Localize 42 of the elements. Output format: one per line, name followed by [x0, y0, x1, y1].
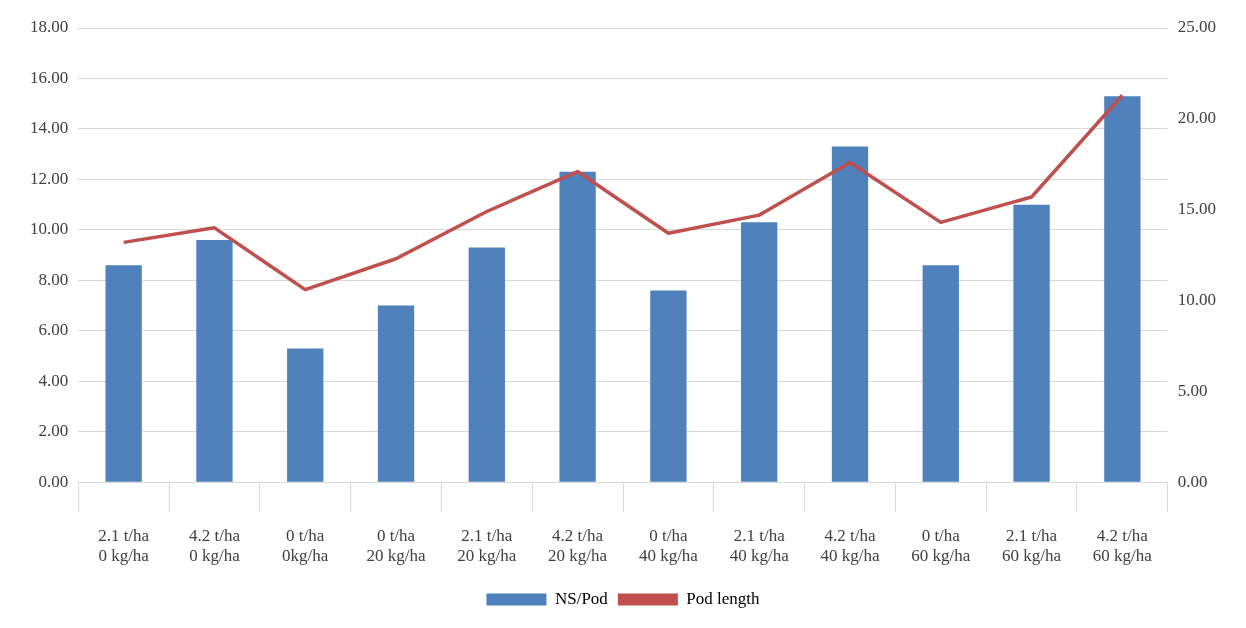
y-tick-label: 12.00: [30, 168, 69, 188]
legend-label: NS/Pod: [554, 588, 609, 608]
y2-tick-label: 0.00: [1177, 471, 1208, 491]
y2-tick-label: 5.00: [1177, 380, 1208, 400]
bar: [105, 265, 142, 482]
y-tick-label: 18.00: [30, 17, 69, 37]
y-tick-label: 4.00: [38, 370, 69, 390]
y-tick-label: 16.00: [30, 67, 69, 87]
y2-tick-label: 10.00: [1177, 289, 1216, 309]
x-tick-label: 4.2 t/ha 0 kg/ha: [188, 525, 241, 566]
x-tick-label: 0 t/ha 0kg/ha: [282, 525, 329, 566]
bar: [468, 247, 505, 482]
x-tick-label: 2.1 t/ha 20 kg/ha: [457, 525, 517, 566]
bar: [922, 265, 959, 482]
bar: [650, 290, 687, 482]
y-tick-label: 10.00: [30, 219, 69, 239]
x-tick-label: 0 t/ha 60 kg/ha: [911, 525, 971, 566]
bar: [741, 222, 778, 482]
x-tick-label: 0 t/ha 40 kg/ha: [638, 525, 699, 566]
y2-tick-label: 25.00: [1177, 17, 1216, 37]
x-tick-label: 0 t/ha 20 kg/ha: [366, 525, 426, 566]
x-tick-label: 4.2 t/ha 60 kg/ha: [1092, 525, 1153, 566]
y-tick-label: 0.00: [38, 471, 69, 491]
bar: [1013, 204, 1050, 482]
x-tick-label: 2.1 t/ha 0 kg/ha: [98, 525, 150, 566]
y2-tick-label: 15.00: [1177, 199, 1216, 219]
x-tick-label: 2.1 t/ha 40 kg/ha: [729, 525, 790, 566]
x-tick-label: 2.1 t/ha 60 kg/ha: [1002, 525, 1062, 566]
y-tick-label: 8.00: [38, 269, 69, 289]
y-tick-label: 2.00: [38, 421, 69, 441]
x-tick-label: 4.2 t/ha 40 kg/ha: [820, 525, 880, 566]
y2-tick-label: 20.00: [1177, 108, 1216, 128]
bar: [1104, 96, 1141, 482]
bar: [831, 146, 869, 482]
y-tick-label: 6.00: [38, 320, 69, 340]
x-tick-label: 4.2 t/ha 20 kg/ha: [548, 525, 608, 566]
bar: [377, 305, 415, 482]
bar: [196, 239, 233, 482]
legend-label: Pod length: [686, 588, 761, 608]
bar: [559, 171, 596, 482]
bar: [287, 348, 324, 482]
y-tick-label: 14.00: [30, 118, 69, 138]
